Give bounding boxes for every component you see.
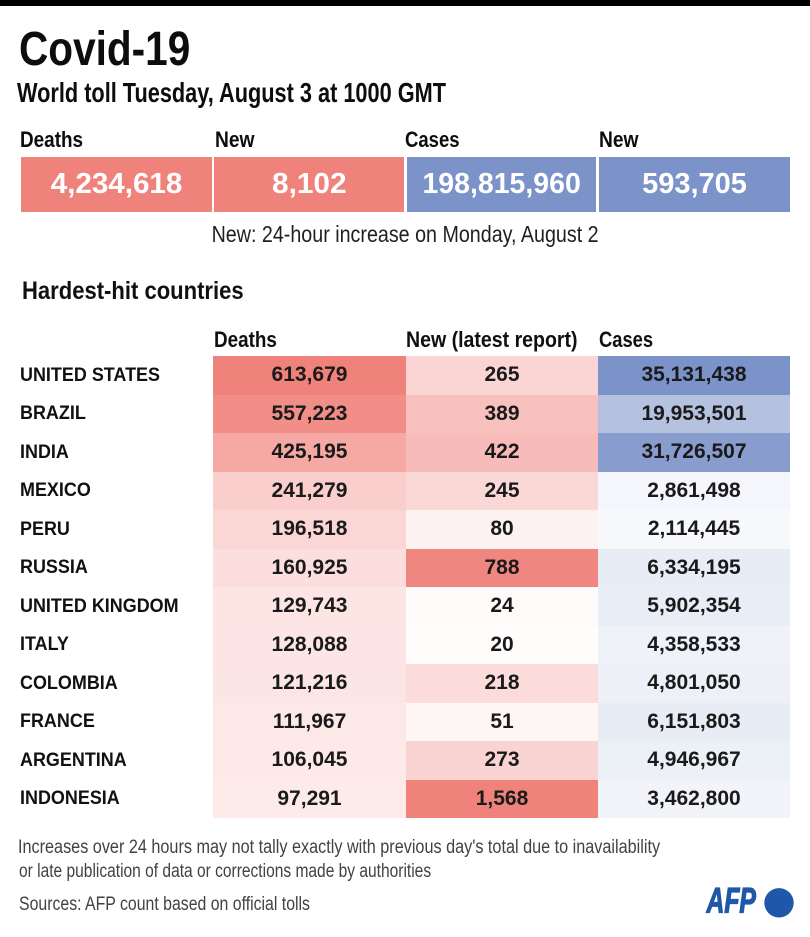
svg-text:AFP: AFP (706, 883, 757, 921)
